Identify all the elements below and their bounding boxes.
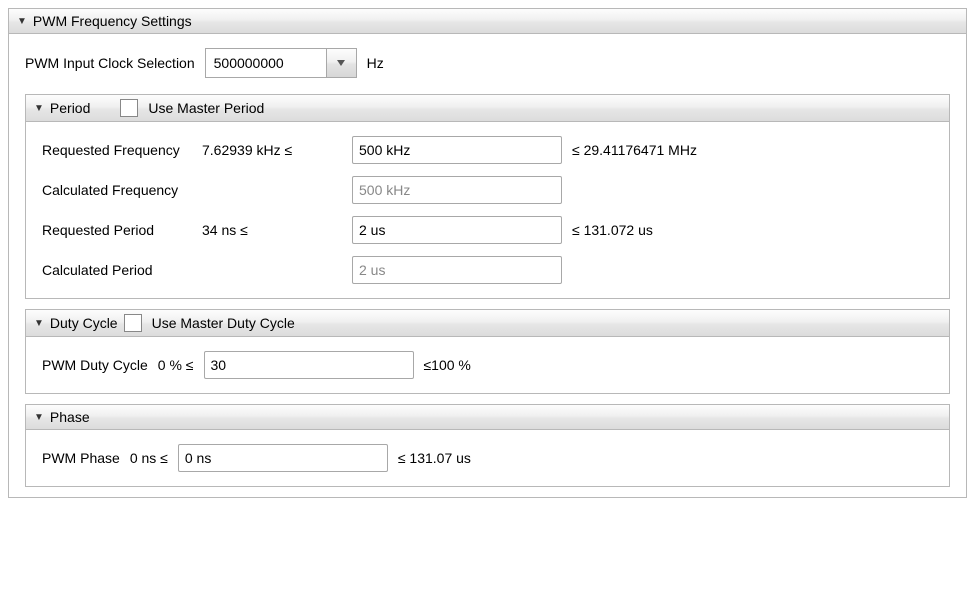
duty-cycle-min: 0 % ≤ [158, 357, 194, 373]
phase-label: PWM Phase [42, 450, 120, 466]
requested-period-input[interactable] [352, 216, 562, 244]
requested-frequency-label: Requested Frequency [42, 142, 192, 158]
use-master-period-checkbox[interactable] [120, 99, 138, 117]
panel-header[interactable]: ▼ PWM Frequency Settings [9, 9, 966, 34]
period-panel: ▼ Period Use Master Period Requested Fre… [25, 94, 950, 299]
clock-selection-label: PWM Input Clock Selection [25, 55, 195, 71]
period-title: Period [50, 100, 90, 116]
requested-frequency-input[interactable] [352, 136, 562, 164]
duty-cycle-input[interactable] [204, 351, 414, 379]
requested-period-min: 34 ns ≤ [202, 222, 342, 238]
clock-selection-input[interactable] [206, 49, 326, 77]
phase-title: Phase [50, 409, 90, 425]
requested-frequency-max: ≤ 29.41176471 MHz [572, 142, 697, 158]
collapse-icon: ▼ [34, 412, 44, 423]
requested-period-label: Requested Period [42, 222, 192, 238]
phase-panel: ▼ Phase PWM Phase 0 ns ≤ ≤ 131.07 us [25, 404, 950, 487]
phase-header[interactable]: ▼ Phase [26, 405, 949, 430]
period-header[interactable]: ▼ Period Use Master Period [26, 95, 949, 122]
phase-max: ≤ 131.07 us [398, 450, 471, 466]
chevron-down-icon [337, 60, 345, 66]
calculated-frequency-output [352, 176, 562, 204]
clock-selection-dropdown-button[interactable] [326, 49, 356, 77]
pwm-frequency-settings-panel: ▼ PWM Frequency Settings PWM Input Clock… [8, 8, 967, 498]
duty-cycle-header[interactable]: ▼ Duty Cycle Use Master Duty Cycle [26, 310, 949, 337]
calculated-period-output [352, 256, 562, 284]
requested-period-max: ≤ 131.072 us [572, 222, 653, 238]
duty-cycle-title: Duty Cycle [50, 315, 118, 331]
collapse-icon: ▼ [34, 103, 44, 114]
requested-frequency-min: 7.62939 kHz ≤ [202, 142, 342, 158]
collapse-icon: ▼ [34, 318, 44, 329]
clock-selection-combo[interactable] [205, 48, 357, 78]
phase-input[interactable] [178, 444, 388, 472]
use-master-duty-label: Use Master Duty Cycle [152, 315, 295, 331]
clock-selection-unit: Hz [367, 55, 384, 71]
calculated-frequency-label: Calculated Frequency [42, 182, 192, 198]
duty-cycle-label: PWM Duty Cycle [42, 357, 148, 373]
duty-cycle-panel: ▼ Duty Cycle Use Master Duty Cycle PWM D… [25, 309, 950, 394]
calculated-period-label: Calculated Period [42, 262, 192, 278]
collapse-icon: ▼ [17, 16, 27, 27]
panel-title: PWM Frequency Settings [33, 13, 192, 29]
use-master-duty-checkbox[interactable] [124, 314, 142, 332]
phase-min: 0 ns ≤ [130, 450, 168, 466]
use-master-period-label: Use Master Period [148, 100, 264, 116]
duty-cycle-max: ≤100 % [424, 357, 471, 373]
